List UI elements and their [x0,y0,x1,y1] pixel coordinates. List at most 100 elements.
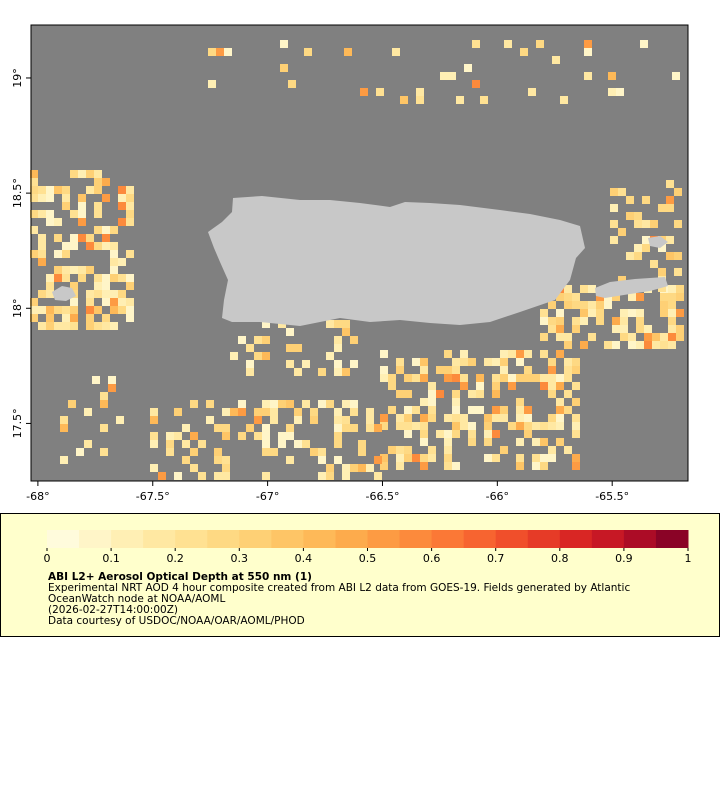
colorbar-swatch [111,530,144,548]
legend-credit: Data courtesy of USDOC/NOAA/OAR/AOML/PHO… [48,615,305,627]
aerosol-pixel [278,432,286,440]
aerosol-pixel [560,96,568,104]
aerosol-pixel [428,406,436,414]
aerosol-pixel [110,290,118,298]
aerosol-pixel [468,422,476,430]
legend-timestamp: (2026-02-27T14:00:00Z) [48,604,178,616]
aerosol-pixel [166,432,174,440]
aerosol-pixel [380,414,388,422]
x-tick-label: -66.5° [365,490,399,503]
aerosol-pixel [612,341,620,349]
aerosol-pixel [86,322,94,330]
aerosol-pixel [358,464,366,472]
aerosol-pixel [350,336,358,344]
aerosol-pixel [420,414,428,422]
aerosol-pixel [206,400,214,408]
aerosol-pixel [642,196,650,204]
aerosol-pixel [396,366,404,374]
aerosol-pixel [516,374,524,382]
aerosol-pixel [270,408,278,416]
colorbar-tick-label: 1 [685,552,692,565]
aerosol-pixel [78,234,86,242]
aerosol-pixel [54,266,62,274]
colorbar-swatch [207,530,240,548]
aerosol-pixel [118,218,126,226]
y-tick-label: 19° [11,68,24,88]
aerosol-pixel [666,196,674,204]
colorbar-tick-label: 0.2 [166,552,184,565]
aerosol-pixel [84,440,92,448]
aerosol-pixel [222,472,230,480]
aerosol-pixel [126,250,134,258]
legend-description: OceanWatch node at NOAA/AOML [48,593,225,605]
aerosol-pixel [634,220,642,228]
aerosol-pixel [38,290,46,298]
aerosol-pixel [588,309,596,317]
aerosol-pixel [86,170,94,178]
aerosol-pixel [564,333,572,341]
aerosol-pixel [444,454,452,462]
aerosol-pixel [666,236,674,244]
aerosol-pixel [62,322,70,330]
aerosol-pixel [572,366,580,374]
aerosol-pixel [238,336,246,344]
aerosol-pixel [476,390,484,398]
aerosol-pixel [412,406,420,414]
aerosol-pixel [444,366,452,374]
aerosol-pixel [214,456,222,464]
aerosol-pixel [532,454,540,462]
aerosol-pixel [350,408,358,416]
aerosol-pixel [556,398,564,406]
aerosol-pixel [30,298,38,306]
aerosol-pixel [404,430,412,438]
aerosol-pixel [110,242,118,250]
aerosol-pixel [628,333,636,341]
aerosol-pixel [62,306,70,314]
aerosol-pixel [38,210,46,218]
aerosol-pixel [540,317,548,325]
aerosol-pixel [516,454,524,462]
aerosol-pixel [206,416,214,424]
aerosol-pixel [548,422,556,430]
aerosol-pixel [286,456,294,464]
aerosol-pixel [334,432,342,440]
aerosol-pixel [564,301,572,309]
aerosol-pixel [280,40,288,48]
aerosol-pixel [38,258,46,266]
aerosol-pixel [504,40,512,48]
aerosol-pixel [94,210,102,218]
aerosol-pixel [182,456,190,464]
aerosol-pixel [556,325,564,333]
aerosol-pixel [516,350,524,358]
aerosol-pixel [588,333,596,341]
aerosol-pixel [620,317,628,325]
aerosol-pixel [246,344,254,352]
aerosol-pixel [666,252,674,260]
aerosol-pixel [572,293,580,301]
aerosol-pixel [650,220,658,228]
aerosol-pixel [270,400,278,408]
aerosol-pixel [572,358,580,366]
aerosol-pixel [588,285,596,293]
vieques [595,277,668,298]
aerosol-pixel [342,472,350,480]
aerosol-pixel [70,242,78,250]
aerosol-pixel [326,352,334,360]
aerosol-pixel [126,202,134,210]
aerosol-pixel [224,48,232,56]
aerosol-pixel [102,234,110,242]
aerosol-pixel [350,424,358,432]
aerosol-pixel [342,464,350,472]
aerosol-pixel [118,274,126,282]
y-tick-label: 18.5° [11,178,24,208]
aerosol-pixel [262,336,270,344]
aerosol-pixel [334,424,342,432]
aerosol-pixel [484,454,492,462]
aerosol-pixel [46,322,54,330]
aerosol-pixel [540,382,548,390]
aerosol-pixel [556,406,564,414]
aerosol-pixel [460,382,468,390]
aerosol-pixel [556,333,564,341]
aerosol-pixel [78,210,86,218]
aerosol-pixel [70,210,78,218]
